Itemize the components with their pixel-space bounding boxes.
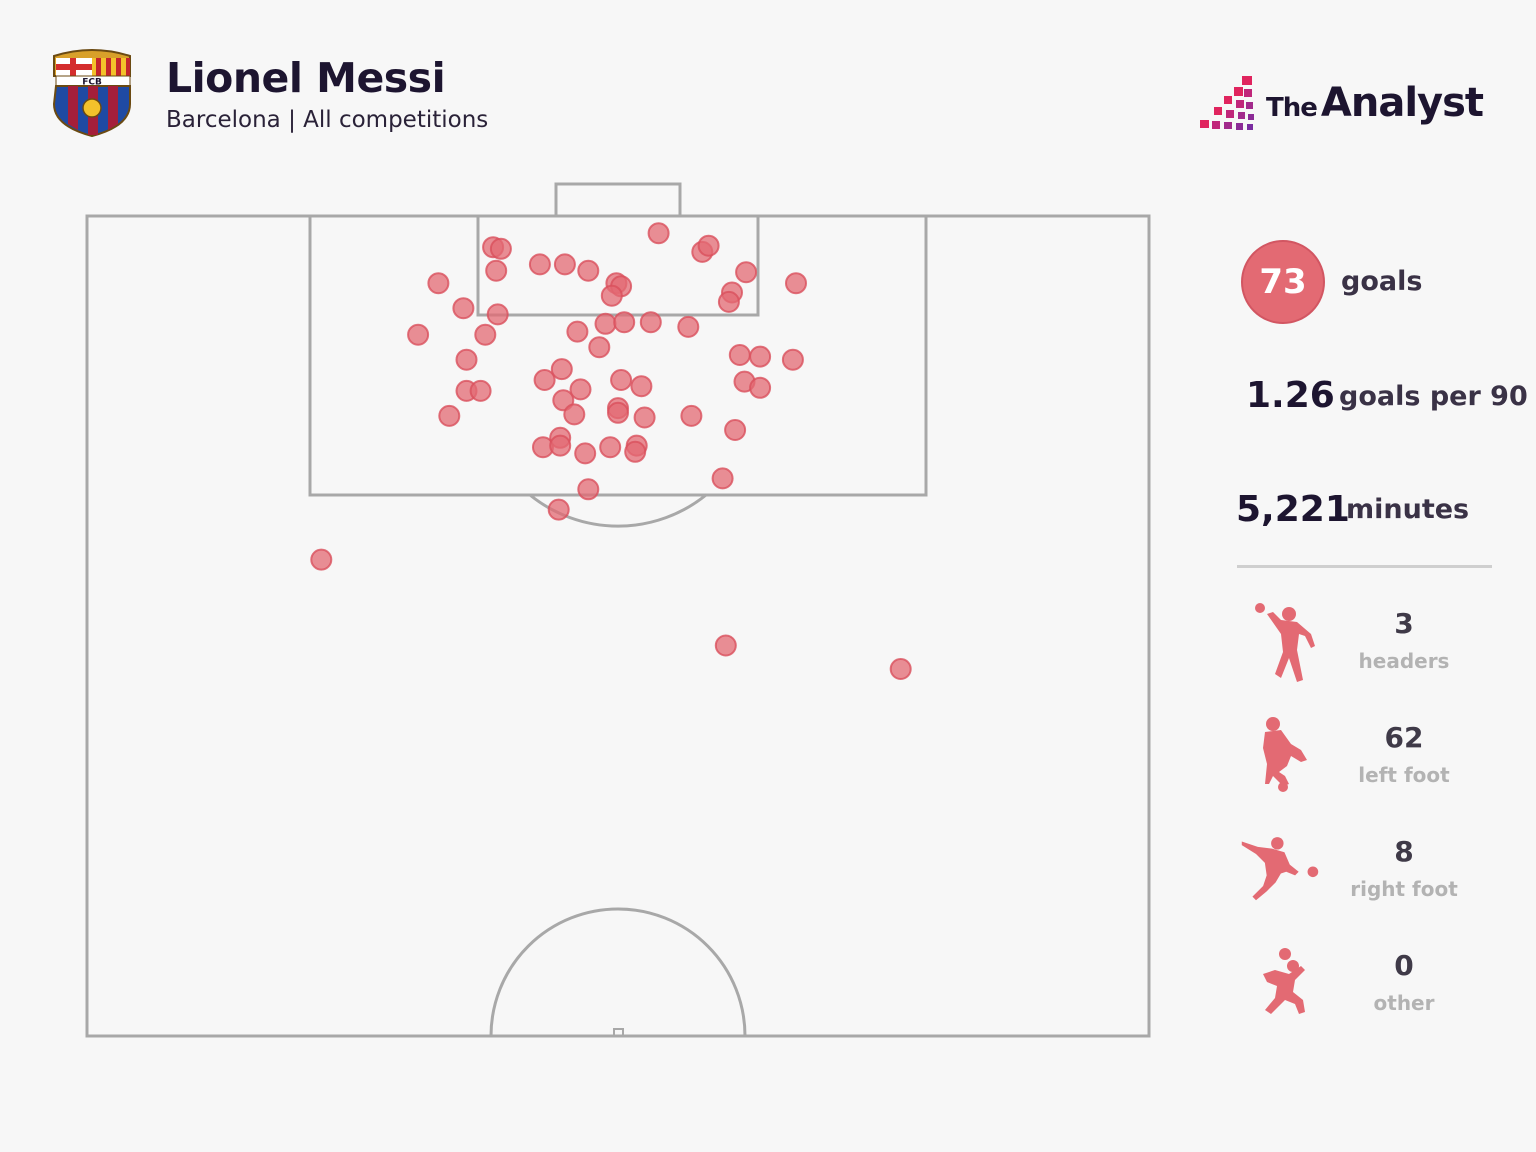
shot-dot bbox=[735, 261, 758, 284]
shot-dot bbox=[310, 548, 333, 571]
shot-dot bbox=[749, 376, 772, 399]
shot-dot bbox=[630, 375, 653, 398]
shot-dot bbox=[728, 344, 751, 366]
shot-dot bbox=[647, 222, 670, 245]
other-label: other bbox=[1373, 991, 1435, 1015]
goals-count-circle: 73 bbox=[1241, 240, 1325, 324]
shot-dot bbox=[486, 303, 509, 326]
shot-dot bbox=[889, 658, 912, 680]
headers-label: headers bbox=[1358, 649, 1450, 673]
shot-dot bbox=[533, 369, 556, 391]
left-foot-label: left foot bbox=[1358, 763, 1450, 787]
right-foot-label: right foot bbox=[1350, 877, 1458, 901]
shot-dot bbox=[697, 234, 720, 257]
shot-dot bbox=[633, 406, 656, 429]
shot-dot bbox=[574, 442, 597, 465]
shot-dot bbox=[677, 315, 700, 338]
right-foot-count: 8 bbox=[1394, 835, 1414, 868]
shot-dot bbox=[749, 345, 772, 368]
left-foot-player-icon bbox=[1263, 717, 1307, 792]
goals-per-90-value: 1.26 bbox=[1246, 375, 1335, 416]
shot-dot bbox=[455, 348, 478, 371]
shot-dot bbox=[680, 404, 703, 427]
shot-dot bbox=[607, 401, 629, 424]
shot-dot bbox=[469, 379, 492, 402]
player-name: Lionel Messi bbox=[166, 54, 446, 102]
left-foot-count: 62 bbox=[1384, 721, 1424, 754]
goals-per-90-label: goals per 90 bbox=[1339, 381, 1528, 412]
penalty-area bbox=[308, 214, 928, 497]
shot-dot bbox=[427, 272, 450, 295]
shot-dot bbox=[714, 634, 737, 657]
other-player-icon bbox=[1263, 948, 1305, 1014]
shot-dot bbox=[528, 253, 551, 276]
shot-dot bbox=[474, 323, 497, 346]
centre-circle-half bbox=[489, 907, 747, 1037]
shot-dot bbox=[569, 378, 592, 401]
headers-count: 3 bbox=[1394, 607, 1414, 640]
shot-dot bbox=[600, 284, 623, 307]
goals-label: goals bbox=[1341, 266, 1423, 297]
shot-dot bbox=[553, 253, 576, 276]
brand-wordmark: Analyst bbox=[1320, 80, 1484, 126]
shot-dot bbox=[577, 259, 600, 282]
stats-divider bbox=[1237, 565, 1492, 568]
other-count: 0 bbox=[1394, 949, 1414, 982]
shot-dot bbox=[550, 358, 573, 381]
shot-dot bbox=[588, 336, 611, 359]
brand-name: The Analyst bbox=[1266, 80, 1484, 126]
the-analyst-logo-icon bbox=[1200, 76, 1254, 130]
right-foot-player-icon bbox=[1241, 837, 1319, 901]
shot-dot bbox=[489, 237, 512, 260]
shot-dot bbox=[549, 434, 572, 457]
player-subtitle: Barcelona | All competitions bbox=[166, 107, 489, 133]
barcelona-crest-icon: FCB bbox=[52, 49, 131, 138]
shot-dots bbox=[310, 222, 912, 680]
shot-dot bbox=[639, 311, 662, 334]
shot-dot bbox=[566, 320, 589, 343]
minutes-label: minutes bbox=[1346, 494, 1470, 525]
shot-dot bbox=[594, 312, 617, 335]
shot-dot bbox=[563, 403, 586, 426]
shot-dot bbox=[577, 478, 600, 501]
shot-dot bbox=[613, 311, 636, 334]
shot-dot bbox=[547, 498, 570, 521]
shot-dot bbox=[717, 290, 740, 313]
shot-dot bbox=[624, 440, 647, 463]
goal-frame bbox=[554, 182, 682, 218]
shot-dot bbox=[724, 419, 747, 441]
shot-dot bbox=[485, 259, 508, 282]
pitch-outline bbox=[85, 214, 1151, 1038]
header-player-icon bbox=[1255, 603, 1315, 682]
crest-label: FCB bbox=[82, 78, 102, 88]
shot-dot bbox=[781, 348, 804, 371]
centre-spot bbox=[613, 1028, 624, 1037]
brand-prefix: The bbox=[1266, 93, 1318, 123]
pitch-lines bbox=[85, 182, 1151, 1038]
shot-dot bbox=[785, 272, 807, 295]
shot-dot bbox=[610, 369, 633, 391]
shot-dot bbox=[452, 297, 475, 320]
minutes-value: 5,221 bbox=[1236, 489, 1350, 530]
shot-dot bbox=[711, 467, 734, 490]
shot-dot bbox=[438, 404, 461, 427]
shot-dot bbox=[599, 436, 622, 459]
shot-dot bbox=[407, 323, 430, 346]
